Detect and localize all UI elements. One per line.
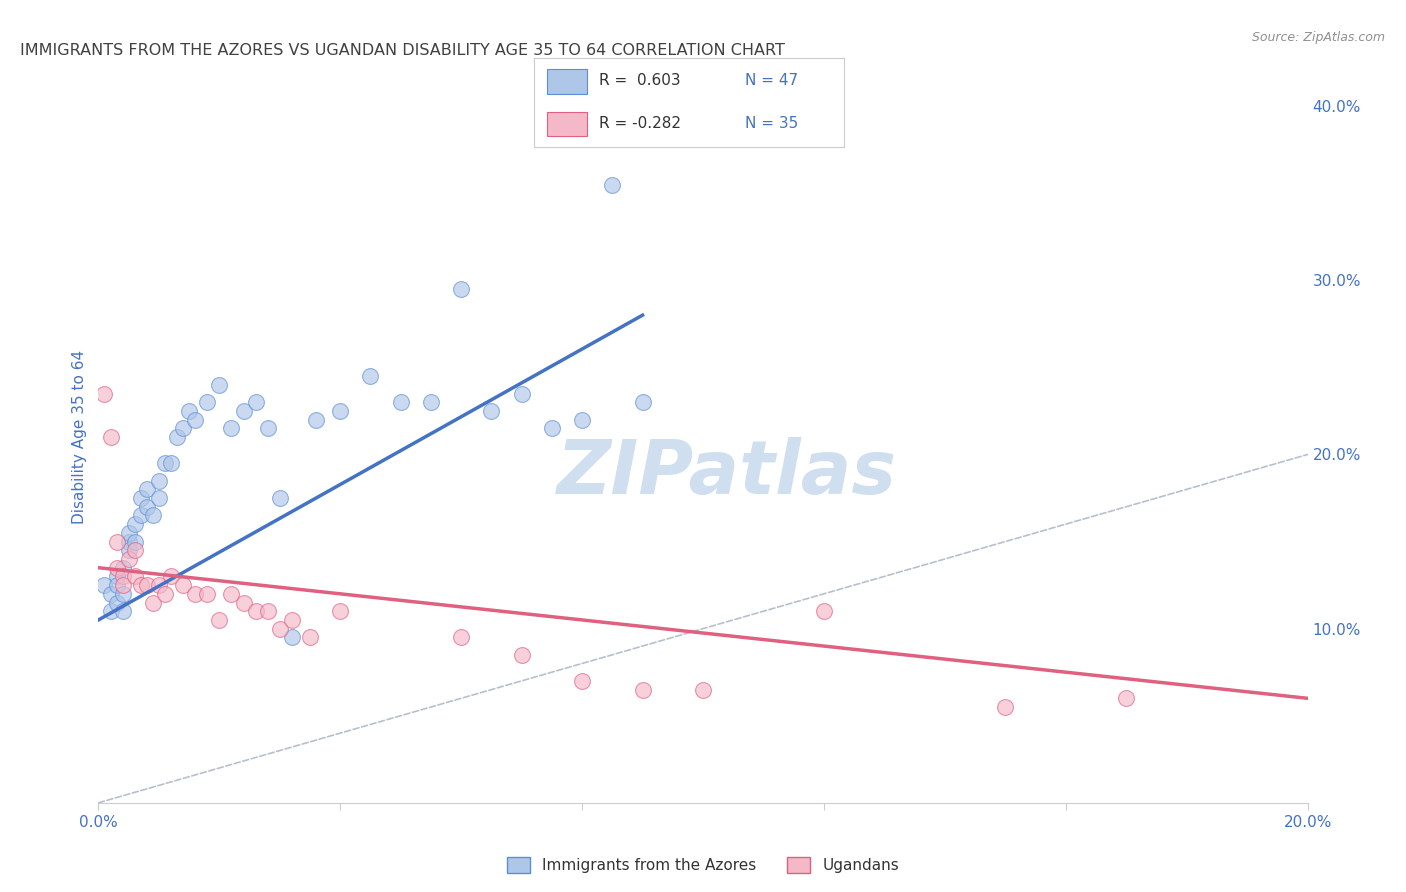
Point — [232, 595, 254, 609]
Point — [256, 604, 278, 618]
Point — [100, 604, 122, 618]
Point — [135, 483, 157, 497]
Point — [118, 534, 141, 549]
Point — [160, 456, 183, 470]
Point — [111, 569, 134, 583]
Point — [420, 395, 443, 409]
Point — [221, 587, 243, 601]
Point — [129, 508, 152, 523]
Text: IMMIGRANTS FROM THE AZORES VS UGANDAN DISABILITY AGE 35 TO 64 CORRELATION CHART: IMMIGRANTS FROM THE AZORES VS UGANDAN DI… — [20, 43, 785, 58]
Point — [105, 595, 128, 609]
Point — [105, 534, 128, 549]
Point — [118, 525, 141, 540]
Point — [93, 578, 115, 592]
Point — [135, 500, 157, 514]
Point — [281, 631, 304, 645]
Point — [184, 587, 207, 601]
Point — [329, 604, 352, 618]
Text: R =  0.603: R = 0.603 — [599, 73, 681, 88]
Point — [481, 404, 503, 418]
Point — [195, 587, 218, 601]
Point — [172, 421, 194, 435]
Point — [256, 421, 278, 435]
Text: N = 47: N = 47 — [745, 73, 797, 88]
Point — [221, 421, 243, 435]
Point — [124, 569, 146, 583]
Point — [93, 386, 115, 401]
Point — [184, 412, 207, 426]
Point — [135, 578, 157, 592]
Point — [692, 682, 714, 697]
Point — [148, 491, 170, 505]
Point — [631, 682, 654, 697]
Point — [602, 178, 624, 192]
Point — [166, 430, 188, 444]
Point — [813, 604, 835, 618]
Point — [179, 404, 201, 418]
Point — [124, 534, 146, 549]
Point — [148, 474, 170, 488]
Point — [245, 395, 267, 409]
Point — [450, 282, 472, 296]
Bar — [547, 112, 586, 136]
Point — [510, 386, 533, 401]
Point — [269, 491, 291, 505]
Point — [100, 587, 122, 601]
Point — [111, 604, 134, 618]
Point — [510, 648, 533, 662]
Point — [450, 631, 472, 645]
Point — [124, 517, 146, 532]
Point — [160, 569, 183, 583]
Y-axis label: Disability Age 35 to 64: Disability Age 35 to 64 — [72, 350, 87, 524]
Point — [100, 430, 122, 444]
Point — [105, 578, 128, 592]
Point — [111, 560, 134, 574]
Point — [245, 604, 267, 618]
Point — [540, 421, 562, 435]
Point — [195, 395, 218, 409]
Point — [111, 578, 134, 592]
Point — [148, 578, 170, 592]
Point — [571, 673, 593, 688]
Point — [571, 412, 593, 426]
Point — [360, 369, 382, 384]
Point — [232, 404, 254, 418]
Point — [124, 543, 146, 558]
Point — [299, 631, 322, 645]
Legend: Immigrants from the Azores, Ugandans: Immigrants from the Azores, Ugandans — [501, 851, 905, 880]
Point — [142, 595, 165, 609]
Point — [281, 613, 304, 627]
Point — [153, 587, 176, 601]
Text: R = -0.282: R = -0.282 — [599, 116, 682, 131]
Point — [118, 543, 141, 558]
Point — [305, 412, 328, 426]
Point — [111, 587, 134, 601]
Point — [631, 395, 654, 409]
Point — [329, 404, 352, 418]
Point — [389, 395, 412, 409]
Point — [172, 578, 194, 592]
Point — [208, 613, 231, 627]
Text: ZIPatlas: ZIPatlas — [557, 437, 897, 510]
Text: N = 35: N = 35 — [745, 116, 797, 131]
Point — [129, 578, 152, 592]
Point — [118, 552, 141, 566]
Point — [153, 456, 176, 470]
Point — [105, 560, 128, 574]
Point — [105, 569, 128, 583]
Point — [129, 491, 152, 505]
Point — [208, 377, 231, 392]
Point — [142, 508, 165, 523]
Bar — [547, 69, 586, 94]
Point — [269, 622, 291, 636]
Point — [994, 700, 1017, 714]
Point — [1115, 691, 1137, 706]
Text: Source: ZipAtlas.com: Source: ZipAtlas.com — [1251, 31, 1385, 45]
